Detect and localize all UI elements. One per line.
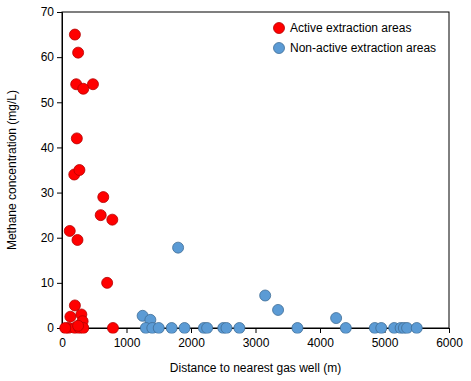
- x-tick-mark: [449, 328, 450, 333]
- point: [376, 323, 387, 334]
- y-tick: 20: [41, 231, 62, 245]
- plot: 0 1000 2000 3000 4000 5000 6000 0 10 20 30 40 50 60 70…: [41, 5, 464, 349]
- legend-marker: [274, 23, 285, 34]
- point: [107, 214, 118, 225]
- x-tick: 6000: [436, 328, 463, 350]
- point: [72, 234, 83, 245]
- y-tick-mark: [57, 283, 62, 284]
- point: [202, 323, 213, 334]
- point: [221, 323, 232, 334]
- point: [292, 323, 303, 334]
- legend-label: Non-active extraction areas: [290, 41, 436, 55]
- point: [60, 323, 71, 334]
- point: [234, 323, 245, 334]
- y-tick: 60: [41, 50, 62, 64]
- legend-label: Active extraction areas: [290, 21, 411, 35]
- x-tick: 4000: [307, 328, 334, 350]
- x-tick: 3000: [243, 328, 270, 350]
- y-tick: 40: [41, 141, 62, 155]
- y-tick-label: 50: [41, 96, 55, 110]
- point: [411, 323, 422, 334]
- y-tick-label: 30: [41, 186, 55, 200]
- point: [331, 313, 342, 324]
- x-tick-label: 4000: [307, 336, 334, 350]
- point: [166, 323, 177, 334]
- y-tick-label: 60: [41, 50, 55, 64]
- point: [173, 242, 184, 253]
- point: [64, 225, 75, 236]
- x-tick-label: 3000: [243, 336, 270, 350]
- y-tick-label: 20: [41, 231, 55, 245]
- point: [71, 133, 82, 144]
- x-axis-title: Distance to nearest gas well (m): [170, 361, 341, 375]
- point: [107, 323, 118, 334]
- plot-frame: [62, 12, 449, 328]
- x-tick-mark: [320, 328, 321, 333]
- y-axis-title: Methane concentration (mg/L): [5, 90, 19, 250]
- y-axis: 0 10 20 30 40 50 60 70: [41, 5, 63, 335]
- point: [260, 290, 271, 301]
- point: [95, 210, 106, 221]
- x-tick-mark: [127, 328, 128, 333]
- y-tick-mark: [57, 147, 62, 148]
- y-tick-label: 70: [41, 5, 55, 19]
- point: [73, 320, 84, 331]
- x-tick-mark: [256, 328, 257, 333]
- x-tick-label: 6000: [436, 336, 463, 350]
- y-tick: 50: [41, 96, 62, 110]
- y-tick-mark: [57, 238, 62, 239]
- point: [153, 323, 164, 334]
- x-tick-label: 5000: [372, 336, 399, 350]
- point: [98, 192, 109, 203]
- y-tick: 30: [41, 186, 62, 200]
- y-tick-mark: [57, 57, 62, 58]
- series: [137, 242, 422, 333]
- y-tick-label: 40: [41, 141, 55, 155]
- point: [69, 29, 80, 40]
- point: [73, 47, 84, 58]
- y-tick-label: 10: [41, 276, 55, 290]
- y-tick: 70: [41, 5, 62, 19]
- y-tick-label: 0: [47, 321, 54, 335]
- y-tick-mark: [57, 102, 62, 103]
- point: [273, 304, 284, 315]
- point: [179, 323, 190, 334]
- y-axis-line: [57, 13, 63, 329]
- series: [60, 29, 119, 333]
- x-tick-label: 2000: [178, 336, 205, 350]
- y-tick-mark: [57, 193, 62, 194]
- x-tick-label: 0: [59, 336, 66, 350]
- legend: Active extraction areas Non-active extrac…: [274, 21, 437, 55]
- points: [60, 29, 423, 333]
- x-tick-label: 1000: [114, 336, 141, 350]
- point: [340, 323, 351, 334]
- chart: 0 1000 2000 3000 4000 5000 6000 0 10 20 30 40 50 60 70…: [0, 0, 471, 381]
- point: [74, 165, 85, 176]
- x-tick-mark: [191, 328, 192, 333]
- y-tick-mark: [57, 12, 62, 13]
- legend-marker: [274, 43, 285, 54]
- point: [65, 311, 76, 322]
- point: [102, 277, 113, 288]
- point: [78, 83, 89, 94]
- y-tick: 10: [41, 276, 62, 290]
